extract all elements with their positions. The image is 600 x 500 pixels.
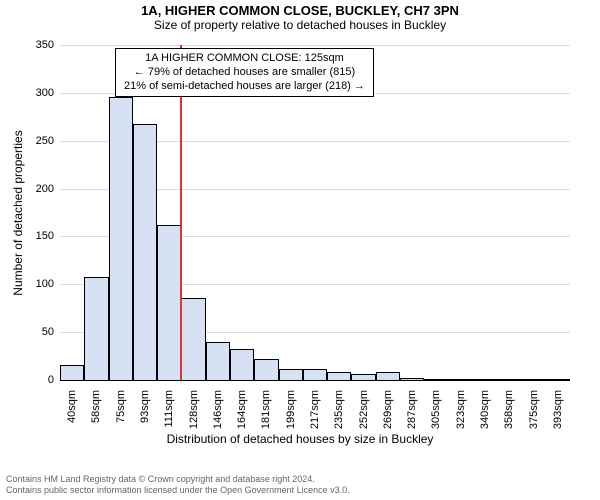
ytick-label: 100 [36,278,54,290]
xtick-label: 217sqm [309,390,321,429]
chart-title: 1A, HIGHER COMMON CLOSE, BUCKLEY, CH7 3P… [0,0,600,18]
xtick-label: 375sqm [528,390,540,429]
bar [279,369,303,380]
info-line-2: ← 79% of detached houses are smaller (81… [124,66,365,80]
ytick-label: 150 [36,230,54,242]
bar [109,97,133,380]
bar [157,225,181,380]
info-box: 1A HIGHER COMMON CLOSE: 125sqm ← 79% of … [115,48,374,97]
xtick-label: 75sqm [115,390,127,423]
xtick-label: 287sqm [406,390,418,429]
xtick-label: 58sqm [90,390,102,423]
xtick-label: 111sqm [163,390,175,428]
xtick-label: 340sqm [479,390,491,429]
xtick-label: 128sqm [188,390,200,429]
gridline [60,45,570,46]
x-axis-label: Distribution of detached houses by size … [167,432,434,446]
xtick-label: 269sqm [382,390,394,429]
ytick-label: 0 [48,374,54,386]
bar [230,349,254,380]
bar [84,277,108,380]
bar [376,372,400,380]
xtick-label: 40sqm [66,390,78,423]
info-line-3: 21% of semi-detached houses are larger (… [124,80,365,94]
bar [327,372,351,380]
xtick-label: 393sqm [552,390,564,429]
attribution-line-2: Contains public sector information licen… [6,485,350,496]
attribution: Contains HM Land Registry data © Crown c… [6,474,350,496]
xtick-label: 305sqm [430,390,442,429]
xtick-label: 146sqm [212,390,224,429]
xtick-label: 164sqm [236,390,248,429]
xtick-label: 93sqm [139,390,151,423]
ytick-label: 50 [42,326,54,338]
bar [206,342,230,380]
attribution-line-1: Contains HM Land Registry data © Crown c… [6,474,350,485]
xtick-label: 358sqm [503,390,515,429]
chart-subtitle: Size of property relative to detached ho… [0,18,600,32]
bar [181,298,205,380]
bar [60,365,84,380]
ytick-label: 350 [36,39,54,51]
bar [303,369,327,380]
ytick-label: 200 [36,183,54,195]
x-axis-line [60,380,570,381]
info-line-1: 1A HIGHER COMMON CLOSE: 125sqm [124,52,365,66]
bar [133,124,157,381]
xtick-label: 252sqm [358,390,370,429]
xtick-label: 181sqm [260,390,272,429]
ytick-label: 300 [36,87,54,99]
ytick-label: 250 [36,135,54,147]
xtick-label: 323sqm [455,390,467,429]
xtick-label: 235sqm [333,390,345,429]
y-axis-label: Number of detached properties [11,130,25,295]
bar [254,359,278,380]
xtick-label: 199sqm [285,390,297,429]
